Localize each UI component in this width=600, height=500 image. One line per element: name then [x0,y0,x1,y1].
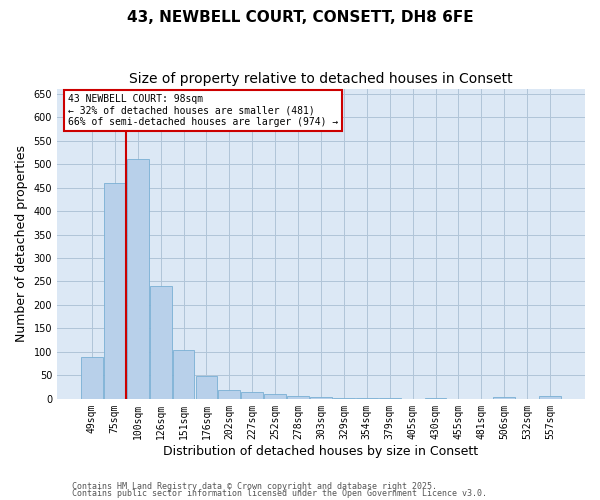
Bar [150,286,172,399]
Bar [356,398,378,399]
Bar [241,392,263,399]
Bar [265,394,286,399]
Bar [127,160,149,399]
X-axis label: Distribution of detached houses by size in Consett: Distribution of detached houses by size … [163,444,479,458]
Text: Contains HM Land Registry data © Crown copyright and database right 2025.: Contains HM Land Registry data © Crown c… [72,482,437,491]
Text: Contains public sector information licensed under the Open Government Licence v3: Contains public sector information licen… [72,490,487,498]
Bar [539,396,561,399]
Bar [310,397,332,399]
Text: 43 NEWBELL COURT: 98sqm
← 32% of detached houses are smaller (481)
66% of semi-d: 43 NEWBELL COURT: 98sqm ← 32% of detache… [68,94,338,127]
Bar [196,376,217,399]
Y-axis label: Number of detached properties: Number of detached properties [15,146,28,342]
Bar [104,183,126,399]
Bar [81,356,103,399]
Title: Size of property relative to detached houses in Consett: Size of property relative to detached ho… [129,72,513,86]
Bar [218,390,240,399]
Bar [493,398,515,399]
Bar [173,350,194,399]
Bar [287,396,309,399]
Text: 43, NEWBELL COURT, CONSETT, DH8 6FE: 43, NEWBELL COURT, CONSETT, DH8 6FE [127,10,473,25]
